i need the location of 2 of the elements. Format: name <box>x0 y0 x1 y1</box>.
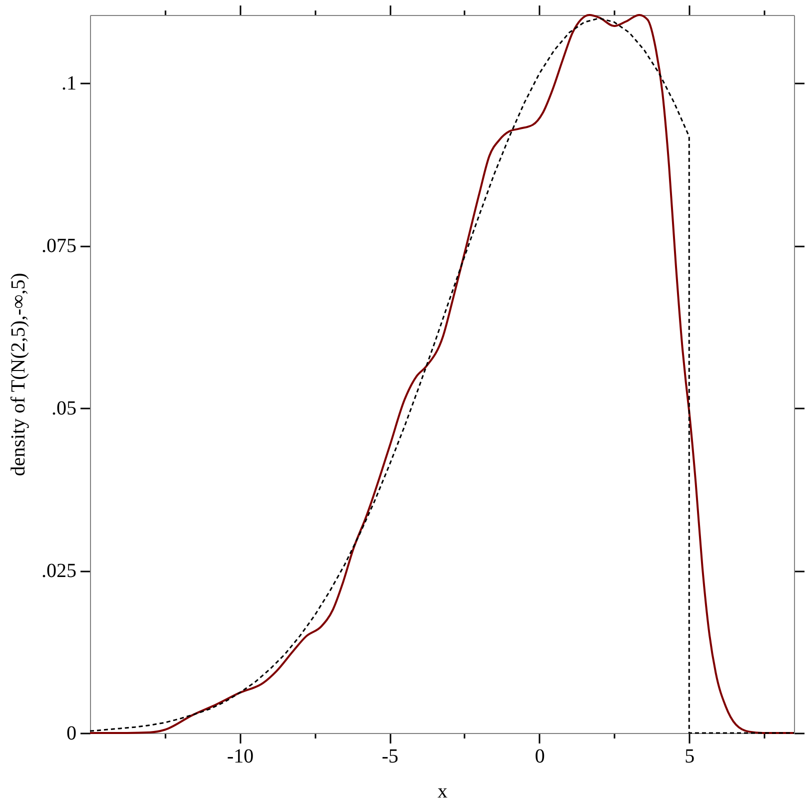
x-tick-label: 0 <box>534 746 545 768</box>
x-tick-label: 5 <box>684 746 695 768</box>
